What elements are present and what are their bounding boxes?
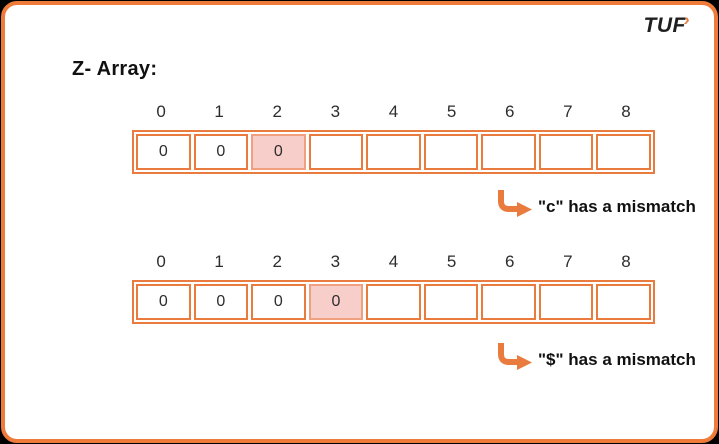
array-cell: 0 [136,284,191,320]
index-label: 8 [621,252,631,271]
index-label: 1 [214,252,224,271]
array-cell [366,284,421,320]
array-cell: 0 [193,134,249,170]
annotation-text: "$" has a mismatch [538,350,696,369]
array-cell [481,284,536,320]
curved-arrow-icon [498,343,532,370]
tuf-logo-text: TUF [643,14,686,37]
index-label: 6 [504,102,515,121]
index-label: 3 [330,252,341,271]
array2-index-row: 0 1 2 3 4 5 6 7 8 [132,252,655,272]
index-label: 4 [388,102,399,121]
index-label: 6 [504,252,515,271]
index-label: 5 [446,102,457,121]
index-label: 8 [621,102,631,121]
array-cell [423,284,479,320]
index-label: 4 [388,252,399,271]
index-label: 0 [156,102,166,121]
array-cell [481,134,536,170]
index-label: 2 [272,252,282,271]
array2-strip: 0 0 0 0 [132,280,655,324]
array1-index-row: 0 1 2 3 4 5 6 7 8 [132,102,655,122]
array-cell [596,134,651,170]
array-cell [538,134,594,170]
array-cell [596,284,651,320]
array-cell: 0 [136,134,191,170]
annotation-text: "c" has a mismatch [538,197,696,216]
curved-arrow-icon [498,190,532,217]
array-cell [308,134,364,170]
array-cell [366,134,421,170]
index-label: 0 [156,252,166,271]
array-cell [423,134,479,170]
array1-strip: 0 0 0 [132,130,655,174]
array-cell: 0 [251,284,306,320]
index-label: 5 [446,252,457,271]
tuf-logo: TUF› [643,10,693,38]
index-label: 2 [272,102,282,121]
index-label: 3 [330,102,341,121]
array-cell: 0 [251,134,306,170]
index-label: 7 [563,252,573,271]
page-title: Z- Array: [72,58,158,80]
index-label: 1 [214,102,224,121]
index-label: 7 [563,102,573,121]
array-cell [538,284,594,320]
logo-chevron-icon: › [683,10,690,29]
array-cell: 0 [308,284,364,320]
array-cell: 0 [193,284,249,320]
